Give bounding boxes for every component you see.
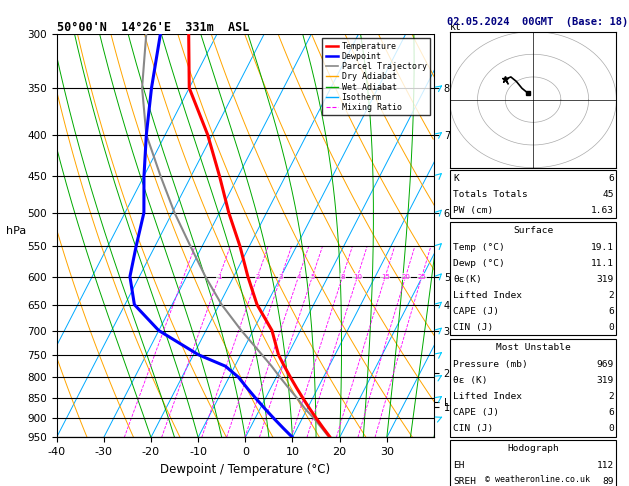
Text: CIN (J): CIN (J)	[453, 424, 493, 433]
Text: 2: 2	[608, 392, 614, 401]
Text: 50°00'N  14°26'E  331m  ASL: 50°00'N 14°26'E 331m ASL	[57, 21, 249, 34]
Text: 1: 1	[217, 274, 221, 279]
Text: CIN (J): CIN (J)	[453, 323, 493, 332]
Text: 25: 25	[418, 274, 426, 279]
Text: Dewp (°C): Dewp (°C)	[453, 259, 504, 268]
Text: PW (cm): PW (cm)	[453, 206, 493, 215]
Text: SREH: SREH	[453, 477, 476, 486]
Text: kt: kt	[450, 21, 462, 32]
Text: EH: EH	[453, 461, 464, 470]
Text: K: K	[453, 174, 459, 183]
Text: CAPE (J): CAPE (J)	[453, 408, 499, 417]
Text: 19.1: 19.1	[591, 243, 614, 252]
Text: 6: 6	[608, 174, 614, 183]
Text: 89: 89	[603, 477, 614, 486]
Y-axis label: hPa: hPa	[6, 226, 26, 236]
Text: © weatheronline.co.uk: © weatheronline.co.uk	[486, 474, 590, 484]
Text: 319: 319	[597, 376, 614, 385]
Legend: Temperature, Dewpoint, Parcel Trajectory, Dry Adiabat, Wet Adiabat, Isotherm, Mi: Temperature, Dewpoint, Parcel Trajectory…	[322, 38, 430, 115]
Text: θε (K): θε (K)	[453, 376, 487, 385]
Text: 0: 0	[608, 424, 614, 433]
Text: 4: 4	[296, 274, 301, 279]
Text: 02.05.2024  00GMT  (Base: 18): 02.05.2024 00GMT (Base: 18)	[447, 17, 628, 27]
Text: 3: 3	[279, 274, 284, 279]
Text: Temp (°C): Temp (°C)	[453, 243, 504, 252]
Text: Hodograph: Hodograph	[507, 444, 559, 453]
Text: Most Unstable: Most Unstable	[496, 343, 571, 352]
Text: 112: 112	[597, 461, 614, 470]
Text: θε(K): θε(K)	[453, 275, 482, 284]
Text: CAPE (J): CAPE (J)	[453, 307, 499, 316]
Text: 8: 8	[340, 274, 345, 279]
Text: Lifted Index: Lifted Index	[453, 392, 522, 401]
Text: Totals Totals: Totals Totals	[453, 190, 528, 199]
Text: 969: 969	[597, 360, 614, 369]
Text: Lifted Index: Lifted Index	[453, 291, 522, 300]
Text: 10: 10	[353, 274, 362, 279]
Text: 0: 0	[608, 323, 614, 332]
Text: 319: 319	[597, 275, 614, 284]
Text: Surface: Surface	[513, 226, 553, 235]
Text: 5: 5	[310, 274, 314, 279]
Text: 6: 6	[608, 307, 614, 316]
Y-axis label: km
ASL: km ASL	[472, 236, 490, 257]
Text: 11.1: 11.1	[591, 259, 614, 268]
Text: 2: 2	[255, 274, 260, 279]
Text: 45: 45	[603, 190, 614, 199]
Text: 6: 6	[608, 408, 614, 417]
Text: 20: 20	[401, 274, 410, 279]
X-axis label: Dewpoint / Temperature (°C): Dewpoint / Temperature (°C)	[160, 463, 330, 476]
Text: Pressure (mb): Pressure (mb)	[453, 360, 528, 369]
Text: 2: 2	[608, 291, 614, 300]
Text: 15: 15	[381, 274, 390, 279]
Text: 1.63: 1.63	[591, 206, 614, 215]
